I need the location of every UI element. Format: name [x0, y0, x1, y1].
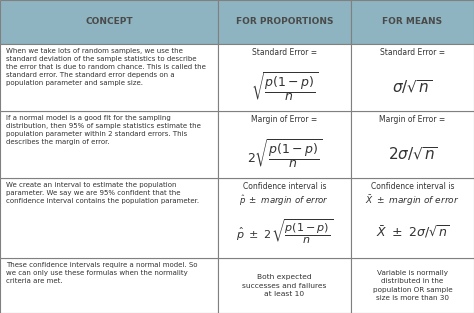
Text: Variable is normally
distributed in the
population OR sample
size is more than 3: Variable is normally distributed in the … — [373, 270, 452, 301]
Text: Confidence interval is: Confidence interval is — [371, 182, 454, 191]
Text: Margin of Error =: Margin of Error = — [379, 115, 446, 124]
FancyBboxPatch shape — [351, 258, 474, 313]
FancyBboxPatch shape — [351, 178, 474, 258]
Text: Standard Error =: Standard Error = — [252, 48, 317, 57]
FancyBboxPatch shape — [351, 0, 474, 44]
FancyBboxPatch shape — [351, 44, 474, 111]
Text: Margin of Error =: Margin of Error = — [251, 115, 318, 124]
FancyBboxPatch shape — [218, 178, 351, 258]
Text: Both expected
successes and failures
at least 10: Both expected successes and failures at … — [242, 274, 327, 297]
FancyBboxPatch shape — [0, 178, 218, 258]
Text: CONCEPT: CONCEPT — [85, 18, 133, 26]
Text: These confidence intervals require a normal model. So
we can only use these form: These confidence intervals require a nor… — [6, 262, 197, 284]
Text: FOR MEANS: FOR MEANS — [383, 18, 442, 26]
FancyBboxPatch shape — [0, 111, 218, 178]
FancyBboxPatch shape — [218, 258, 351, 313]
Text: $\bar{X}\ \pm\ 2\sigma/\sqrt{n}$: $\bar{X}\ \pm\ 2\sigma/\sqrt{n}$ — [375, 223, 449, 240]
FancyBboxPatch shape — [0, 44, 218, 111]
FancyBboxPatch shape — [218, 0, 351, 44]
Text: $\hat{p}\ \pm\ \mathit{margin\ of\ error}$: $\hat{p}\ \pm\ \mathit{margin\ of\ error… — [239, 193, 329, 208]
Text: When we take lots of random samples, we use the
standard deviation of the sample: When we take lots of random samples, we … — [6, 48, 206, 85]
FancyBboxPatch shape — [351, 111, 474, 178]
Text: Confidence interval is: Confidence interval is — [243, 182, 326, 191]
FancyBboxPatch shape — [0, 0, 218, 44]
Text: We create an interval to estimate the population
parameter. We say we are 95% co: We create an interval to estimate the po… — [6, 182, 199, 204]
Text: Standard Error =: Standard Error = — [380, 48, 445, 57]
Text: $\sqrt{\dfrac{p(1-p)}{n}}$: $\sqrt{\dfrac{p(1-p)}{n}}$ — [251, 70, 318, 103]
Text: If a normal model is a good fit for the sampling
distribution, then 95% of sampl: If a normal model is a good fit for the … — [6, 115, 201, 145]
Text: FOR PROPORTIONS: FOR PROPORTIONS — [236, 18, 333, 26]
FancyBboxPatch shape — [218, 111, 351, 178]
Text: $2\sqrt{\dfrac{p(1-p)}{n}}$: $2\sqrt{\dfrac{p(1-p)}{n}}$ — [247, 138, 322, 171]
Text: $\sigma/\sqrt{n}$: $\sigma/\sqrt{n}$ — [392, 78, 432, 96]
FancyBboxPatch shape — [218, 44, 351, 111]
FancyBboxPatch shape — [0, 258, 218, 313]
Text: $\hat{p}\ \pm\ 2\sqrt{\dfrac{p(1-p)}{n}}$: $\hat{p}\ \pm\ 2\sqrt{\dfrac{p(1-p)}{n}}… — [236, 218, 333, 246]
Text: $\bar{X}\ \pm\ \mathit{margin\ of\ error}$: $\bar{X}\ \pm\ \mathit{margin\ of\ error… — [365, 193, 460, 208]
Text: $2\sigma/\sqrt{n}$: $2\sigma/\sqrt{n}$ — [388, 145, 437, 163]
